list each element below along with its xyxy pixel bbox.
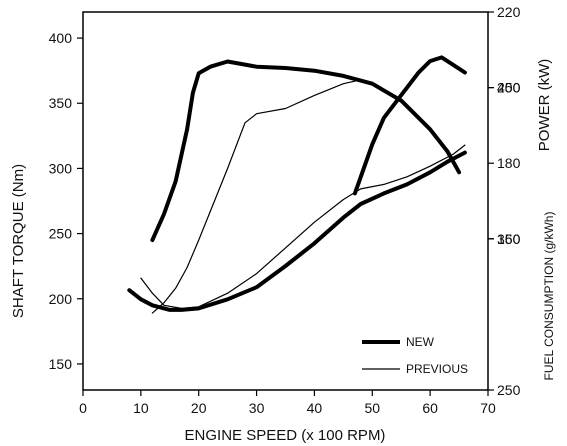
power-tick-label: 200 xyxy=(497,80,521,96)
power-tick-label: 160 xyxy=(497,231,521,247)
series-line-new-fuel-consumption xyxy=(127,150,467,312)
plot-frame xyxy=(82,11,489,391)
power-tick-label: 180 xyxy=(497,155,521,171)
x-tick-label: 70 xyxy=(480,400,496,416)
series-layer xyxy=(127,55,467,314)
series-line-previous-fuel-consumption xyxy=(140,144,466,309)
fuel-tick-label: 250 xyxy=(497,382,521,398)
x-tick-label: 10 xyxy=(133,400,149,416)
series-line-new-power xyxy=(352,55,467,196)
fuel-axis-title: FUEL CONSUMPTION (g/kWh) xyxy=(542,212,556,381)
torque-tick-label: 150 xyxy=(49,356,73,372)
x-tick-label: 0 xyxy=(79,400,87,416)
legend: NEW PREVIOUS xyxy=(362,335,468,376)
legend-label-new: NEW xyxy=(406,335,435,349)
legend-label-previous: PREVIOUS xyxy=(406,362,468,376)
series-line-new-torque xyxy=(150,59,462,243)
x-tick-label: 60 xyxy=(422,400,438,416)
torque-axis-title: SHAFT TORQUE (Nm) xyxy=(10,164,27,318)
x-tick-label: 40 xyxy=(307,400,323,416)
x-tick-label: 30 xyxy=(249,400,265,416)
fuel-tick-label: 450 xyxy=(497,80,521,96)
series-line-previous-torque xyxy=(151,79,362,314)
x-axis-ticks: 0 10 20 30 40 50 60 70 xyxy=(79,390,496,416)
torque-tick-label: 300 xyxy=(49,160,73,176)
torque-tick-label: 200 xyxy=(49,291,73,307)
fuel-tick-label: 350 xyxy=(497,231,521,247)
power-tick-label: 220 xyxy=(497,4,521,20)
x-tick-label: 20 xyxy=(191,400,207,416)
torque-tick-label: 400 xyxy=(49,30,73,46)
x-axis-title: ENGINE SPEED (x 100 RPM) xyxy=(185,427,386,444)
torque-axis-ticks: 150 200 250 300 350 400 xyxy=(49,30,83,372)
torque-tick-label: 250 xyxy=(49,226,73,242)
torque-tick-label: 350 xyxy=(49,95,73,111)
power-axis-title: POWER (kW) xyxy=(536,59,553,151)
right-axis-ticks: 160 180 200 220 250 350 450 xyxy=(488,4,521,398)
x-tick-label: 50 xyxy=(364,400,380,416)
